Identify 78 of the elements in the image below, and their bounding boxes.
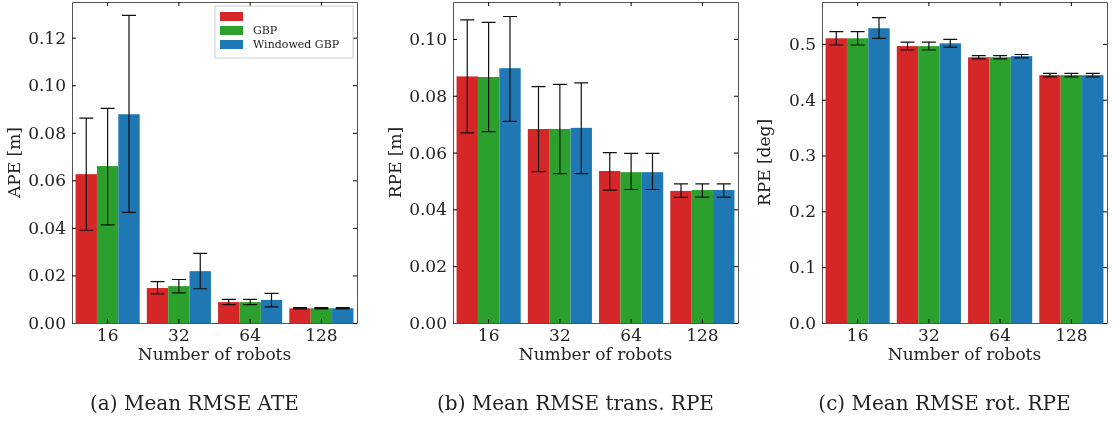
bar <box>1082 75 1104 323</box>
legend-label: GBP <box>253 24 278 37</box>
bar <box>670 190 692 323</box>
bar <box>527 128 550 323</box>
y-tick-label: 0.4 <box>788 89 816 110</box>
bar <box>189 271 211 323</box>
bar <box>570 127 592 323</box>
text: (a) Mean RMSE ATE <box>90 391 299 415</box>
bar <box>1039 75 1061 323</box>
y-tick-label: 0.3 <box>788 145 816 166</box>
x-axis-title: Number of robots <box>887 344 1042 364</box>
x-tick-label: 16 <box>846 325 869 346</box>
y-tick-label: 0.10 <box>28 75 66 96</box>
bar <box>289 308 311 323</box>
y-tick-label: 0.00 <box>409 312 447 333</box>
y-tick-label: 0.10 <box>409 28 447 49</box>
bar <box>989 57 1011 323</box>
bar <box>146 288 169 323</box>
x-tick-label: 16 <box>477 325 500 346</box>
bar <box>713 190 735 323</box>
bar <box>456 76 478 323</box>
y-tick-label: 0.04 <box>28 217 66 238</box>
y-axis-title: APE [m] <box>4 127 24 199</box>
y-tick-label: 0.04 <box>409 199 447 220</box>
y-tick-label: 0.00 <box>28 312 66 333</box>
bar <box>549 128 571 323</box>
bar <box>1060 75 1083 323</box>
bar <box>825 38 847 323</box>
bar <box>1010 56 1033 323</box>
bar <box>641 172 664 323</box>
bar <box>260 299 283 323</box>
bar <box>968 57 990 323</box>
y-tick-label: 0.5 <box>788 33 816 54</box>
text: (b) Mean RMSE trans. RPE <box>437 391 714 415</box>
bar <box>939 43 961 323</box>
y-tick-label: 0.2 <box>788 201 816 222</box>
bar <box>499 68 521 323</box>
bar <box>477 76 500 323</box>
x-tick-label: 128 <box>305 325 338 346</box>
bar <box>118 114 140 323</box>
x-tick-label: 32 <box>168 325 190 346</box>
x-axis-title: Number of robots <box>137 344 292 364</box>
y-axis-title: RPE [deg] <box>754 118 774 207</box>
bar <box>620 172 642 323</box>
bar <box>918 46 940 323</box>
y-tick-label: 0.06 <box>28 170 66 191</box>
x-tick-label: 16 <box>96 325 119 346</box>
bar <box>691 190 714 323</box>
bar <box>168 286 190 323</box>
x-tick-label: 32 <box>918 325 940 346</box>
y-tick-label: 0.08 <box>409 85 447 106</box>
y-tick-label: 0.02 <box>28 265 66 286</box>
text: (c) Mean RMSE rot. RPE <box>818 391 1071 415</box>
bar <box>218 302 240 323</box>
y-tick-label: 0.0 <box>788 312 816 333</box>
bar <box>599 171 621 323</box>
bar <box>896 46 919 323</box>
x-tick-label: 32 <box>549 325 571 346</box>
y-tick-label: 0.12 <box>28 27 66 48</box>
y-tick-label: 0.02 <box>409 256 447 277</box>
x-tick-label: 128 <box>686 325 719 346</box>
x-tick-label: 64 <box>989 325 1011 346</box>
y-tick-label: 0.08 <box>28 122 66 143</box>
bar <box>332 308 354 323</box>
legend-label: Windowed GBP <box>253 38 340 51</box>
x-tick-label: 64 <box>239 325 261 346</box>
bar <box>310 308 333 323</box>
bar <box>846 38 869 323</box>
bar <box>239 302 261 323</box>
bar <box>96 166 119 323</box>
y-tick-label: 0.1 <box>788 257 816 278</box>
bar <box>868 28 890 323</box>
y-tick-label: 0.06 <box>409 142 447 163</box>
bar <box>75 174 97 323</box>
x-tick-label: 64 <box>620 325 642 346</box>
x-axis-title: Number of robots <box>518 344 673 364</box>
x-tick-label: 128 <box>1055 325 1088 346</box>
y-axis-title: RPE [m] <box>385 126 405 199</box>
